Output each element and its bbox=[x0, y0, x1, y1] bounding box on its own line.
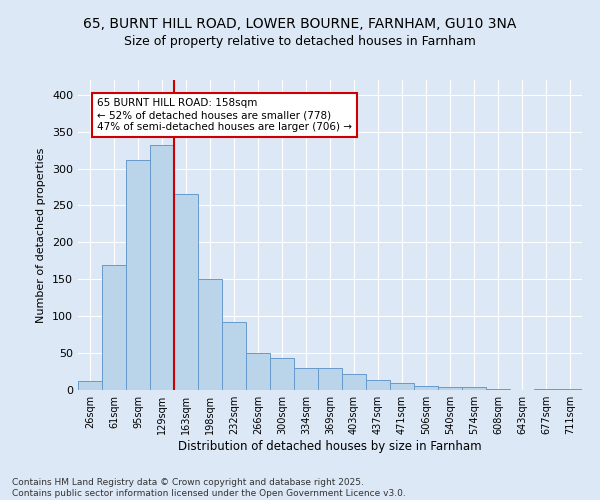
Bar bbox=[462, 387, 486, 390]
Bar bbox=[174, 194, 198, 390]
Bar bbox=[198, 280, 222, 390]
Bar bbox=[222, 322, 246, 390]
Text: Contains HM Land Registry data © Crown copyright and database right 2025.
Contai: Contains HM Land Registry data © Crown c… bbox=[12, 478, 406, 498]
Bar bbox=[246, 353, 270, 390]
Bar bbox=[126, 160, 150, 390]
Bar bbox=[78, 381, 102, 390]
Bar bbox=[366, 380, 390, 390]
Bar bbox=[558, 388, 582, 390]
Text: Size of property relative to detached houses in Farnham: Size of property relative to detached ho… bbox=[124, 35, 476, 48]
Text: 65, BURNT HILL ROAD, LOWER BOURNE, FARNHAM, GU10 3NA: 65, BURNT HILL ROAD, LOWER BOURNE, FARNH… bbox=[83, 18, 517, 32]
Bar bbox=[294, 368, 318, 390]
Bar bbox=[342, 374, 366, 390]
Y-axis label: Number of detached properties: Number of detached properties bbox=[37, 148, 46, 322]
Bar bbox=[414, 386, 438, 390]
Bar bbox=[438, 387, 462, 390]
Bar bbox=[390, 382, 414, 390]
Bar bbox=[318, 368, 342, 390]
Text: 65 BURNT HILL ROAD: 158sqm
← 52% of detached houses are smaller (778)
47% of sem: 65 BURNT HILL ROAD: 158sqm ← 52% of deta… bbox=[97, 98, 352, 132]
Bar bbox=[150, 145, 174, 390]
Bar bbox=[102, 264, 126, 390]
X-axis label: Distribution of detached houses by size in Farnham: Distribution of detached houses by size … bbox=[178, 440, 482, 453]
Bar bbox=[270, 358, 294, 390]
